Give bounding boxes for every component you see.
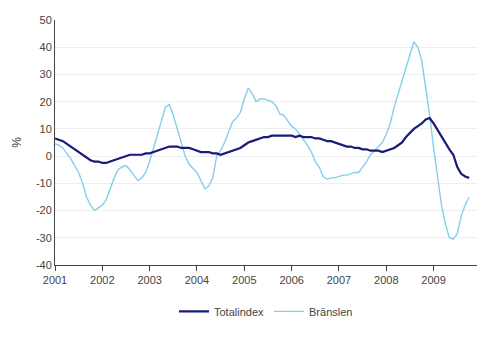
svg-text:-40: -40 (36, 259, 52, 271)
svg-text:2005: 2005 (232, 274, 256, 286)
svg-text:2009: 2009 (421, 274, 445, 286)
svg-text:2006: 2006 (279, 274, 303, 286)
svg-text:40: 40 (40, 41, 52, 53)
svg-text:20: 20 (40, 96, 52, 108)
svg-text:Bränslen: Bränslen (309, 306, 352, 318)
svg-text:2001: 2001 (43, 274, 67, 286)
svg-text:2007: 2007 (327, 274, 351, 286)
svg-text:-10: -10 (36, 177, 52, 189)
svg-text:30: 30 (40, 68, 52, 80)
svg-text:2003: 2003 (137, 274, 161, 286)
svg-text:0: 0 (46, 150, 52, 162)
svg-text:2004: 2004 (185, 274, 209, 286)
svg-text:2008: 2008 (374, 274, 398, 286)
svg-text:%: % (10, 137, 24, 148)
svg-text:2002: 2002 (90, 274, 114, 286)
svg-text:-30: -30 (36, 232, 52, 244)
svg-text:10: 10 (40, 123, 52, 135)
svg-text:50: 50 (40, 14, 52, 26)
svg-text:Totalindex: Totalindex (214, 306, 264, 318)
svg-text:-20: -20 (36, 204, 52, 216)
